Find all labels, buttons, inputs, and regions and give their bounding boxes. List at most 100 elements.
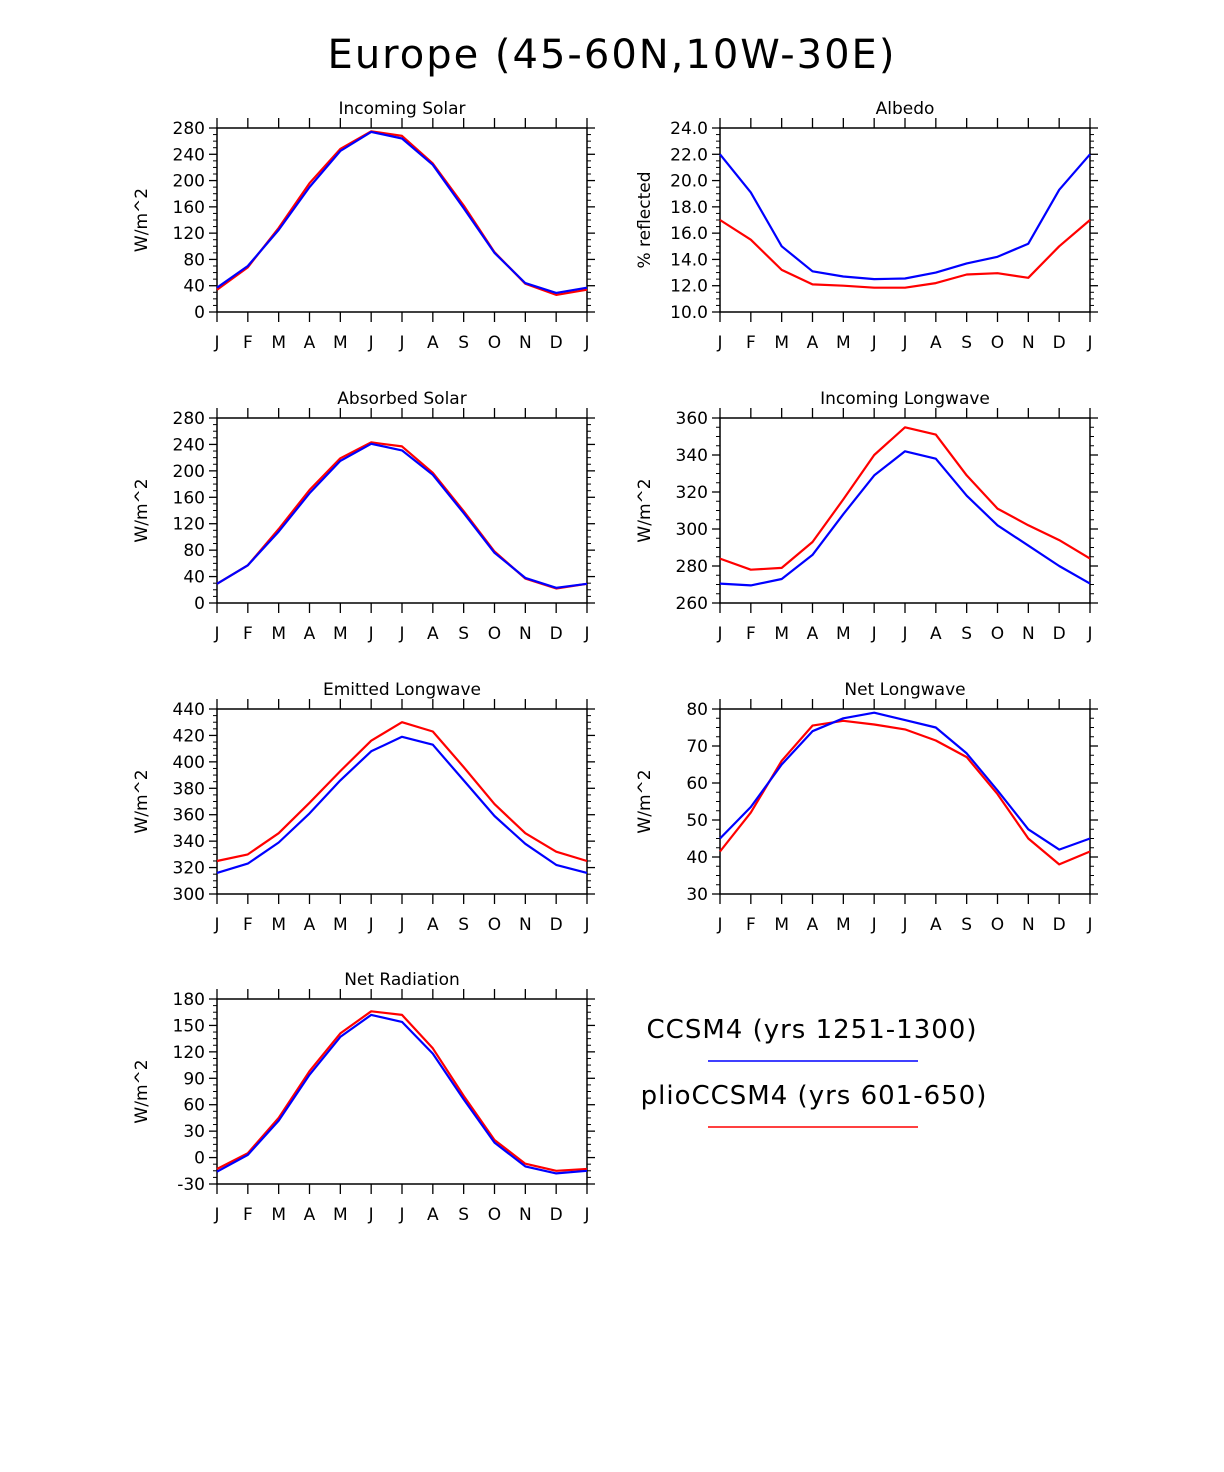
net-radiation-xtick-label: F (243, 1205, 253, 1225)
absorbed-solar-series-pliocsm4 (216, 441, 588, 590)
incoming-longwave-ylabel: W/m^2 (635, 478, 655, 542)
albedo-ytick-label: 14.0 (670, 250, 708, 270)
absorbed-solar-title: Absorbed Solar (337, 389, 466, 409)
albedo-series-pliocsm4 (719, 219, 1091, 289)
emitted-longwave-xtick-label: D (550, 915, 563, 935)
albedo-xtick-label: N (1022, 333, 1035, 353)
absorbed-solar-ylabel: W/m^2 (132, 478, 152, 542)
incoming-solar-xtick-label: A (427, 333, 439, 353)
net-longwave-ytick-label: 60 (686, 774, 708, 794)
incoming-longwave-xtick-label: S (961, 624, 972, 644)
albedo-ytick-label: 10.0 (670, 303, 708, 323)
albedo-xtick-label: A (807, 333, 819, 353)
incoming-longwave-ytick-label: 260 (676, 594, 708, 614)
albedo-ytick-label: 18.0 (670, 198, 708, 218)
net-radiation-xtick-label: J (368, 1205, 374, 1225)
incoming-longwave-xtick-label: J (871, 624, 877, 644)
net-radiation-ytick-label: -30 (177, 1175, 205, 1195)
absorbed-solar-xtick-label: J (213, 624, 219, 644)
incoming-solar-ytick-label: 160 (173, 198, 205, 218)
albedo-xtick-label: D (1053, 333, 1066, 353)
net-longwave-ytick-label: 80 (686, 700, 708, 720)
incoming-solar-xtick-label: J (583, 333, 589, 353)
emitted-longwave-xtick-label: J (583, 915, 589, 935)
incoming-solar-xtick-label: F (243, 333, 253, 353)
net-radiation-xtick-label: M (271, 1205, 286, 1225)
net-longwave-ytick-label: 50 (686, 811, 708, 831)
incoming-longwave-series-pliocsm4 (719, 426, 1091, 571)
net-radiation-ylabel: W/m^2 (132, 1059, 152, 1123)
absorbed-solar-xtick-label: O (488, 624, 501, 644)
incoming-longwave-xtick-label: F (746, 624, 756, 644)
net-longwave-series-ccsm4 (719, 711, 1091, 851)
albedo-frame (719, 127, 1091, 313)
albedo-xtick-label: S (961, 333, 972, 353)
emitted-longwave-xtick-label: A (304, 915, 316, 935)
incoming-longwave-series-ccsm4 (719, 450, 1091, 587)
emitted-longwave-ytick-label: 340 (173, 832, 205, 852)
net-radiation-xtick-label: J (213, 1205, 219, 1225)
incoming-solar-ytick-label: 240 (173, 145, 205, 165)
net-longwave-xtick-label: J (901, 915, 907, 935)
absorbed-solar-xtick-label: M (333, 624, 348, 644)
incoming-solar-xtick-label: M (333, 333, 348, 353)
absorbed-solar-xtick-label: J (368, 624, 374, 644)
emitted-longwave-xtick-label: M (271, 915, 286, 935)
net-radiation-ytick-label: 150 (173, 1016, 205, 1036)
emitted-longwave-xtick-label: S (458, 915, 469, 935)
incoming-longwave-xtick-label: J (716, 624, 722, 644)
absorbed-solar-xtick-label: J (398, 624, 404, 644)
net-radiation-xtick-label: D (550, 1205, 563, 1225)
emitted-longwave-ytick-label: 380 (173, 779, 205, 799)
incoming-solar-xtick-label: J (213, 333, 219, 353)
emitted-longwave-series-pliocsm4 (216, 721, 588, 863)
incoming-solar-xtick-label: M (271, 333, 286, 353)
net-radiation-title: Net Radiation (344, 970, 460, 990)
incoming-longwave-xtick-label: A (930, 624, 942, 644)
incoming-solar-xtick-label: N (519, 333, 532, 353)
net-longwave-xtick-label: M (836, 915, 851, 935)
net-radiation-ytick-label: 0 (194, 1149, 205, 1169)
net-longwave-ytick-label: 70 (686, 737, 708, 757)
emitted-longwave-ytick-label: 320 (173, 859, 205, 879)
incoming-longwave-xtick-label: J (901, 624, 907, 644)
incoming-longwave-ytick-label: 300 (676, 520, 708, 540)
albedo-series-ccsm4 (719, 153, 1091, 281)
net-longwave-frame (719, 708, 1091, 895)
legend: CCSM4 (yrs 1251-1300) plioCCSM4 (yrs 601… (641, 1015, 986, 1128)
albedo-ytick-label: 12.0 (670, 277, 708, 297)
net-radiation-series-pliocsm4 (216, 1010, 588, 1172)
absorbed-solar-series-ccsm4 (216, 442, 588, 589)
incoming-solar-xtick-label: A (304, 333, 316, 353)
absorbed-solar-ytick-label: 80 (183, 541, 205, 561)
absorbed-solar-ytick-label: 40 (183, 568, 205, 588)
absorbed-solar-xtick-label: F (243, 624, 253, 644)
incoming-solar-ytick-label: 120 (173, 224, 205, 244)
incoming-solar-xtick-label: J (398, 333, 404, 353)
incoming-solar-xtick-label: O (488, 333, 501, 353)
net-radiation-xtick-label: J (583, 1205, 589, 1225)
emitted-longwave-ytick-label: 300 (173, 885, 205, 905)
absorbed-solar-xtick-label: A (304, 624, 316, 644)
albedo-xtick-label: J (716, 333, 722, 353)
incoming-longwave-xtick-label: J (1086, 624, 1092, 644)
emitted-longwave-xtick-label: M (333, 915, 348, 935)
incoming-solar-ytick-label: 80 (183, 250, 205, 270)
net-radiation-ytick-label: 90 (183, 1069, 205, 1089)
incoming-solar-ytick-label: 280 (173, 119, 205, 139)
albedo-xtick-label: M (774, 333, 789, 353)
net-radiation-xtick-label: J (398, 1205, 404, 1225)
incoming-solar-ytick-label: 0 (194, 303, 205, 323)
incoming-longwave-ytick-label: 360 (676, 409, 708, 429)
net-longwave-xtick-label: A (807, 915, 819, 935)
albedo-ytick-label: 22.0 (670, 145, 708, 165)
emitted-longwave-xtick-label: N (519, 915, 532, 935)
net-longwave-ytick-label: 40 (686, 848, 708, 868)
net-longwave-xtick-label: D (1053, 915, 1066, 935)
absorbed-solar-xtick-label: M (271, 624, 286, 644)
net-longwave-xtick-label: S (961, 915, 972, 935)
net-longwave-xtick-label: J (1086, 915, 1092, 935)
